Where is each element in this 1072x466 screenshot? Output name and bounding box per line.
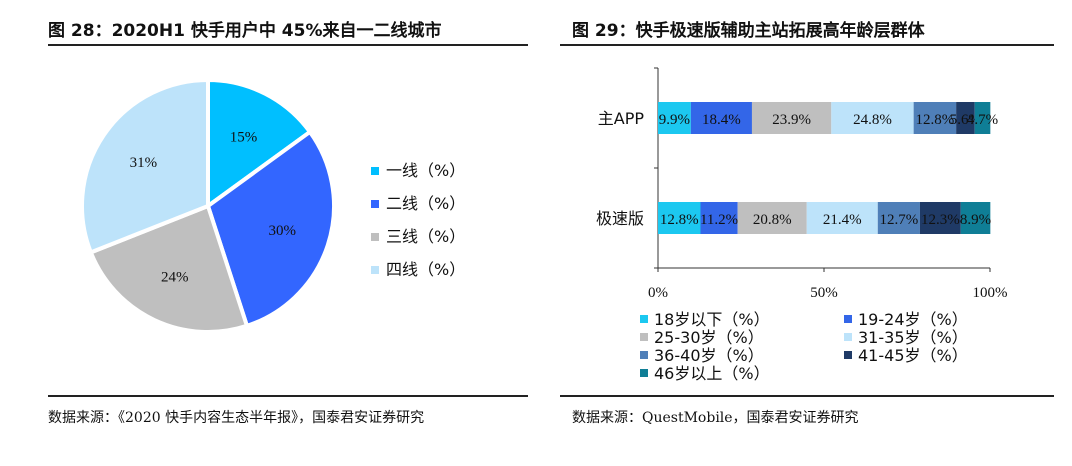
bar-data-label: 12.8% — [660, 212, 699, 228]
legend-label: 31-35岁（%） — [858, 328, 968, 347]
pie-slice — [205, 129, 336, 329]
legend-swatch — [844, 333, 852, 341]
bar-data-label: 12.8% — [916, 112, 955, 128]
legend-label: 一线（%） — [386, 161, 465, 180]
bar-segment — [919, 202, 961, 234]
legend-swatch — [371, 167, 379, 175]
legend-label: 46岁以上（%） — [654, 364, 770, 383]
legend-label: 19-24岁（%） — [858, 310, 968, 329]
x-tick-label: 100% — [973, 285, 1008, 301]
source-rule — [560, 395, 1054, 397]
bar-segment — [960, 202, 991, 234]
figure-29-panel: 图 29：快手极速版辅助主站拓展高年龄层群体 0% 50% 100% 主APP 9.9%… — [560, 0, 1072, 466]
legend-label: 36-40岁（%） — [654, 346, 764, 365]
pie-data-label: 15% — [230, 129, 258, 145]
bar-data-label: 20.8% — [753, 212, 792, 228]
legend-swatch — [640, 369, 648, 377]
bar-data-label: 9.9% — [659, 112, 690, 128]
legend-swatch — [640, 333, 648, 341]
legend-label: 25-30岁（%） — [654, 328, 764, 347]
x-tick-label: 50% — [810, 285, 838, 301]
figure-28-panel: 图 28：2020H1 快手用户中 45%来自一二线城市 15% 30% 24% 31… — [0, 0, 528, 466]
title-rule — [560, 44, 1054, 46]
bar-data-label: 12.7% — [879, 212, 918, 228]
legend-swatch — [844, 351, 852, 359]
legend-label: 四线（%） — [386, 260, 465, 279]
x-tick-label: 0% — [648, 285, 668, 301]
bar-segment — [956, 102, 975, 134]
pie-slice — [206, 77, 313, 210]
bar-segment — [700, 202, 738, 234]
figure-29-source: 数据来源：QuestMobile，国泰君安证券研究 — [572, 410, 859, 426]
figure-29-title: 图 29：快手极速版辅助主站拓展高年龄层群体 — [572, 21, 925, 41]
bar-data-label: 8.9% — [960, 212, 991, 228]
bar-segment — [658, 102, 691, 134]
pie-data-label: 24% — [161, 270, 189, 286]
bar-data-label: 12.3% — [921, 212, 960, 228]
bar-segment — [877, 202, 920, 234]
bar-segment — [658, 202, 701, 234]
category-label: 主APP — [598, 109, 645, 128]
bar-segment — [831, 102, 914, 134]
bar-data-label: 18.4% — [702, 112, 741, 128]
pie-chart: 15% 30% 24% 31% 一线（%） 二线（%） 三线（%） 四线（%） — [80, 77, 465, 334]
legend-label: 三线（%） — [386, 227, 465, 246]
legend-label: 二线（%） — [386, 194, 465, 213]
bar-data-label: 11.2% — [700, 212, 738, 228]
stacked-bar-chart: 0% 50% 100%主APP 9.9% 18.4% 23.9% 24.8% 12.8%5.6… — [596, 67, 1008, 383]
legend-swatch — [371, 233, 379, 241]
pie-data-label: 31% — [130, 155, 158, 171]
bar-segment — [806, 202, 878, 234]
figure-28-title: 图 28：2020H1 快手用户中 45%来自一二线城市 — [48, 21, 442, 41]
bar-segment — [690, 102, 752, 134]
bar-segment — [974, 102, 991, 134]
category-label: 极速版 — [596, 209, 644, 228]
bar-segment — [751, 102, 832, 134]
pie-slice — [80, 77, 210, 255]
legend-swatch — [371, 200, 379, 208]
bar-data-label: 23.9% — [772, 112, 811, 128]
title-rule — [48, 44, 528, 46]
legend-swatch — [640, 315, 648, 323]
pie-data-label: 30% — [269, 223, 297, 239]
legend-swatch — [640, 351, 648, 359]
bar-data-label: 5.6% — [950, 112, 981, 128]
source-rule — [48, 395, 528, 397]
legend-label: 41-45岁（%） — [858, 346, 968, 365]
legend-swatch — [371, 266, 379, 274]
bar-data-label: 24.8% — [853, 112, 892, 128]
bar-segment — [737, 202, 807, 234]
figure-28-source: 数据来源：《2020 快手内容生态半年报》，国泰君安证券研究 — [48, 410, 425, 426]
bar-data-label: 21.4% — [823, 212, 862, 228]
bar-segment — [913, 102, 957, 134]
bar-data-label: 4.7% — [967, 112, 998, 128]
legend-swatch — [844, 315, 852, 323]
legend-label: 18岁以下（%） — [654, 310, 770, 329]
